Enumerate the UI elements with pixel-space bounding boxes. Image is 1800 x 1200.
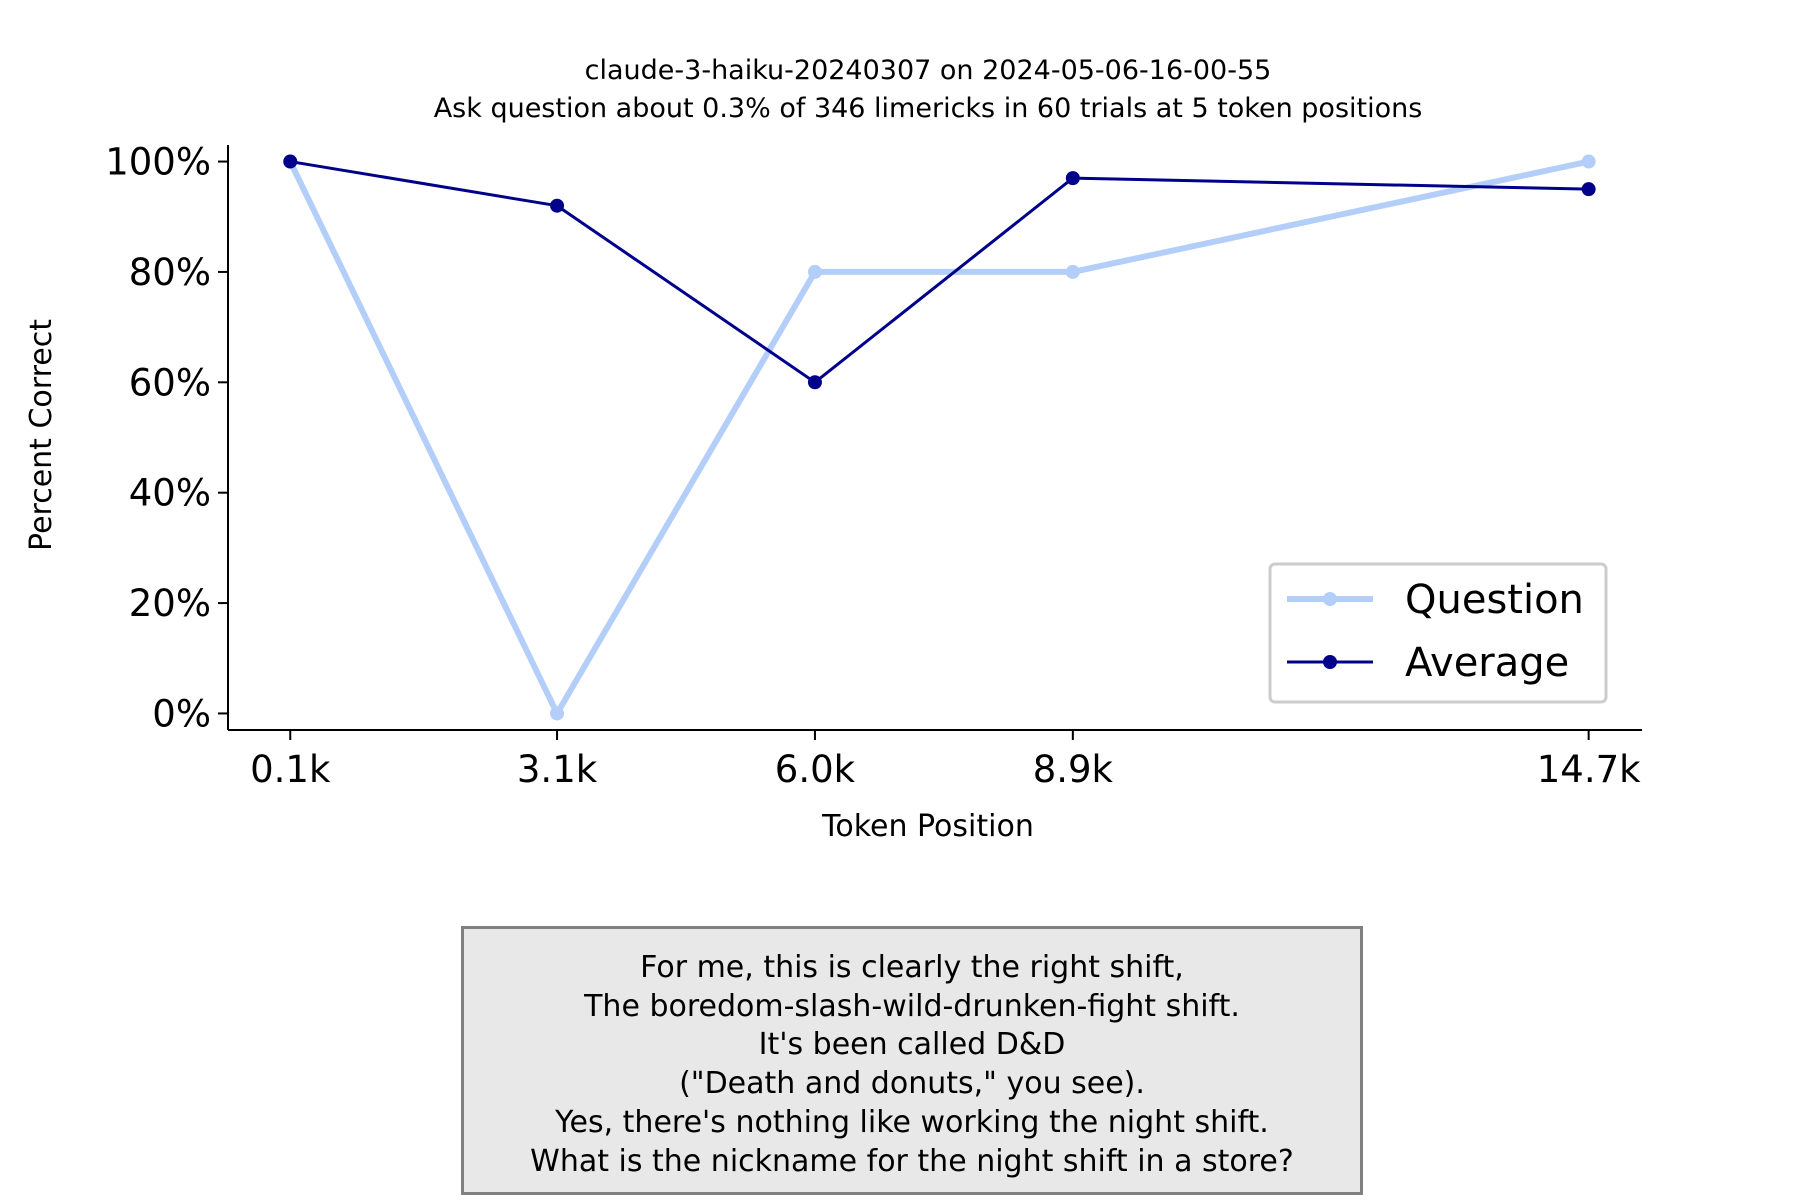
data-point-question [550, 706, 565, 721]
y-tick-label: 20% [129, 582, 211, 625]
series-layer [283, 154, 1596, 721]
x-axis-label: Token Position [821, 809, 1034, 844]
data-point-average [283, 154, 298, 169]
axes [227, 145, 1642, 731]
legend-marker-average [1323, 655, 1337, 669]
chart-title: claude-3-haiku-20240307 on 2024-05-06-16… [585, 55, 1272, 86]
note-line: It's been called D&D [758, 1027, 1066, 1063]
chart-subtitle: Ask question about 0.3% of 346 limericks… [434, 93, 1423, 124]
legend: Question Average [1268, 562, 1608, 704]
legend-label-question: Question [1405, 577, 1584, 623]
y-tick-label: 40% [129, 472, 211, 515]
x-tick-label: 3.1k [517, 748, 598, 791]
y-axis-label: Percent Correct [24, 319, 59, 551]
note-line: ("Death and donuts," you see). [679, 1066, 1145, 1102]
x-tick-label: 0.1k [250, 748, 331, 791]
limerick-note-box: For me, this is clearly the right shift,… [461, 926, 1363, 1195]
note-line: For me, this is clearly the right shift, [640, 950, 1184, 985]
data-point-average [1581, 182, 1596, 197]
data-point-question [807, 264, 822, 279]
legend-label-average: Average [1405, 640, 1569, 686]
data-point-question [1581, 154, 1596, 169]
y-tick-label: 100% [105, 141, 211, 184]
x-tick-label: 14.7k [1537, 748, 1641, 791]
note-line: The boredom-slash-wild-drunken-fight shi… [584, 988, 1240, 1024]
y-tick-label: 80% [129, 251, 211, 294]
x-tick-label: 6.0k [775, 748, 856, 791]
y-tick-label: 60% [129, 361, 211, 404]
x-tick-label: 8.9k [1033, 748, 1114, 791]
data-point-average [550, 198, 565, 213]
data-point-question [1065, 264, 1080, 279]
y-axis-ticks: 0% 20% 40% 60% 80% 100% [105, 141, 228, 735]
note-line: Yes, there's nothing like working the ni… [555, 1104, 1269, 1140]
y-tick-label: 0% [152, 692, 211, 735]
x-axis-ticks: 0.1k 3.1k 6.0k 8.9k 14.7k [250, 730, 1641, 791]
data-point-average [1065, 171, 1080, 186]
note-line: What is the nickname for the night shift… [530, 1143, 1294, 1179]
data-point-average [807, 375, 822, 390]
legend-marker-question [1323, 592, 1337, 606]
